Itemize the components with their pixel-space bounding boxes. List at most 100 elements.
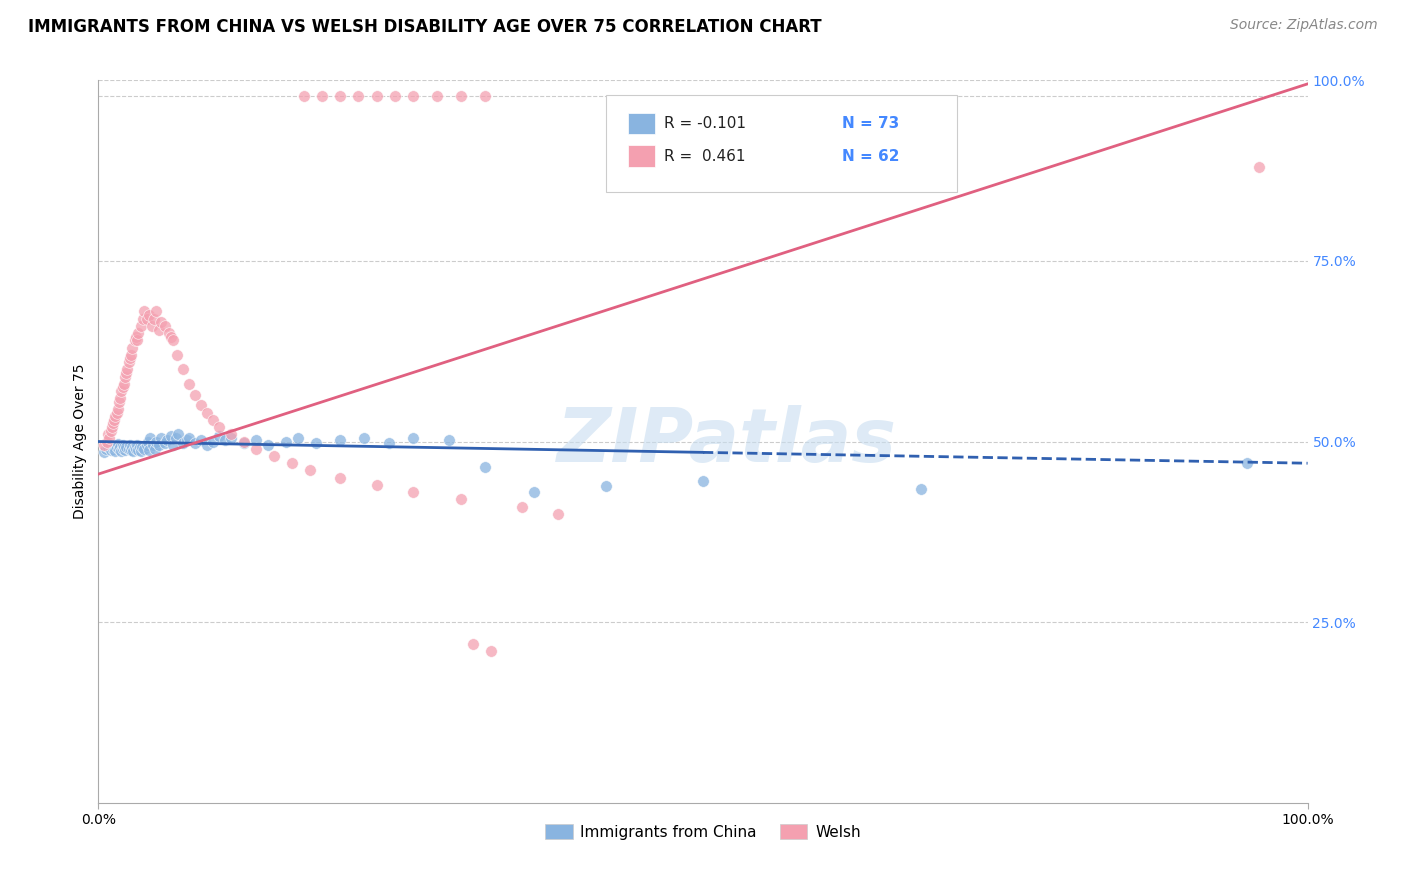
- Point: [245, 442, 267, 456]
- Point: [329, 89, 352, 103]
- Point: [692, 475, 714, 489]
- Point: [127, 438, 149, 452]
- Point: [98, 431, 121, 445]
- Point: [172, 436, 194, 450]
- Point: [305, 436, 328, 450]
- Point: [263, 449, 285, 463]
- Point: [100, 424, 122, 438]
- Point: [101, 417, 124, 431]
- Point: [110, 444, 132, 458]
- Point: [162, 438, 184, 452]
- Point: [108, 440, 131, 454]
- Point: [377, 436, 399, 450]
- Point: [107, 437, 129, 451]
- Point: [523, 485, 546, 500]
- FancyBboxPatch shape: [628, 112, 655, 135]
- Point: [93, 445, 115, 459]
- Point: [153, 436, 176, 450]
- Point: [118, 355, 141, 369]
- Point: [97, 440, 120, 454]
- Point: [256, 438, 278, 452]
- Point: [437, 433, 460, 447]
- Point: [118, 351, 141, 366]
- Point: [202, 434, 225, 449]
- Point: [172, 362, 194, 376]
- Point: [148, 322, 170, 336]
- Point: [108, 394, 131, 409]
- Point: [595, 479, 617, 493]
- Point: [114, 369, 136, 384]
- Point: [208, 420, 231, 434]
- Point: [184, 436, 207, 450]
- Point: [129, 444, 152, 458]
- Point: [104, 409, 127, 424]
- Point: [134, 304, 156, 318]
- Point: [143, 311, 166, 326]
- Point: [299, 463, 322, 477]
- Text: N = 62: N = 62: [842, 149, 900, 163]
- Point: [153, 318, 176, 333]
- Point: [402, 431, 425, 445]
- Point: [107, 402, 129, 417]
- Point: [232, 436, 254, 450]
- Point: [481, 644, 503, 658]
- Point: [135, 311, 157, 326]
- Point: [110, 384, 132, 398]
- Point: [221, 427, 243, 442]
- Point: [402, 485, 425, 500]
- Point: [145, 434, 167, 449]
- Point: [366, 89, 388, 103]
- Point: [121, 440, 143, 454]
- Point: [115, 366, 138, 380]
- Point: [121, 341, 143, 355]
- Point: [195, 438, 218, 452]
- Point: [232, 434, 254, 449]
- Point: [134, 442, 156, 456]
- Point: [176, 433, 198, 447]
- Point: [111, 442, 134, 456]
- Point: [426, 89, 449, 103]
- Point: [145, 304, 167, 318]
- Point: [190, 398, 212, 412]
- Point: [108, 442, 131, 457]
- Point: [94, 442, 117, 456]
- Point: [165, 431, 187, 445]
- Point: [139, 431, 162, 445]
- Point: [105, 406, 128, 420]
- Point: [179, 431, 201, 445]
- Point: [281, 456, 304, 470]
- Point: [450, 89, 472, 103]
- Point: [202, 413, 225, 427]
- Point: [100, 420, 122, 434]
- Point: [118, 442, 141, 456]
- Point: [190, 433, 212, 447]
- Point: [142, 438, 165, 452]
- Point: [156, 433, 179, 447]
- Point: [162, 334, 184, 348]
- Point: [127, 443, 149, 458]
- Point: [129, 318, 152, 333]
- Point: [135, 438, 157, 452]
- Point: [97, 427, 120, 442]
- Point: [111, 380, 134, 394]
- Point: [148, 438, 170, 452]
- Point: [195, 406, 218, 420]
- Point: [184, 387, 207, 401]
- Point: [384, 89, 406, 103]
- Point: [127, 326, 149, 340]
- Point: [105, 440, 128, 454]
- Point: [122, 444, 145, 458]
- Point: [125, 330, 148, 344]
- Point: [167, 427, 190, 442]
- Point: [353, 431, 375, 445]
- Point: [347, 89, 370, 103]
- Point: [274, 434, 297, 449]
- Point: [245, 433, 267, 447]
- Point: [136, 434, 159, 449]
- Point: [474, 459, 496, 474]
- Point: [510, 500, 533, 514]
- Point: [311, 89, 333, 103]
- Point: [292, 89, 315, 103]
- Text: Source: ZipAtlas.com: Source: ZipAtlas.com: [1230, 18, 1378, 32]
- Point: [208, 429, 231, 443]
